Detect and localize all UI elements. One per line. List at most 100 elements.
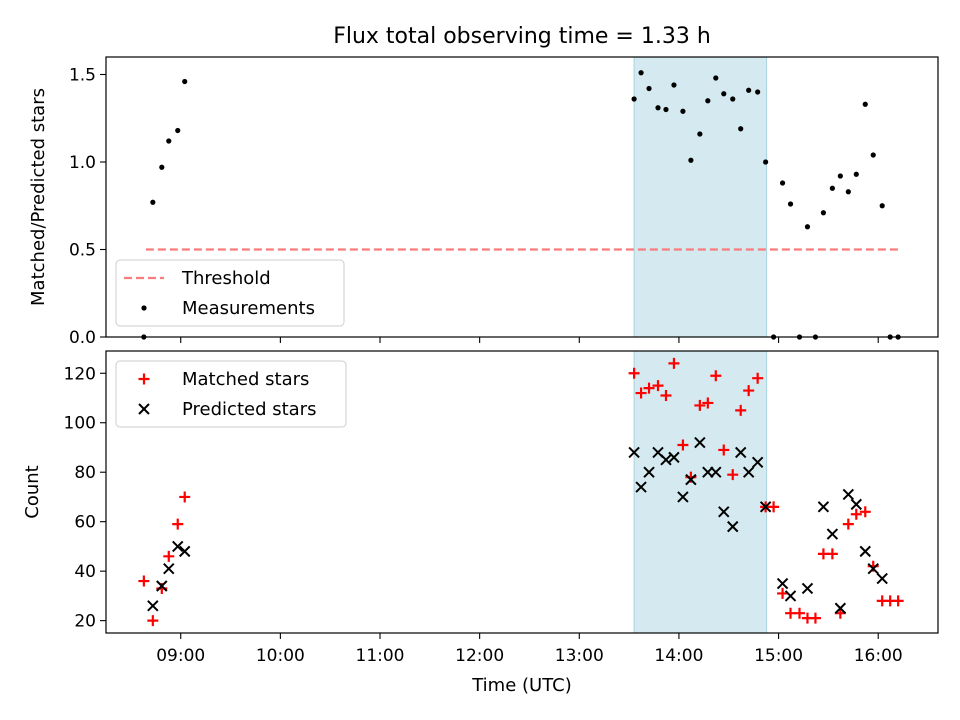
y-tick-label: 20 bbox=[74, 612, 96, 632]
predicted-point bbox=[677, 491, 689, 503]
predicted-point bbox=[727, 520, 739, 533]
measurement-point bbox=[845, 189, 851, 195]
measurement-point bbox=[853, 171, 859, 177]
predicted-point bbox=[751, 456, 764, 469]
predicted-point bbox=[172, 540, 184, 553]
legend-label: Threshold bbox=[181, 268, 271, 289]
axes-frame bbox=[105, 56, 939, 338]
measurement-point bbox=[804, 224, 811, 230]
predicted-point bbox=[876, 572, 888, 585]
legend: Matched stars Predicted stars bbox=[115, 360, 347, 428]
matched-point bbox=[768, 501, 780, 513]
legend-label: Measurements bbox=[182, 298, 315, 319]
shaded-region bbox=[633, 56, 768, 338]
measurement-point bbox=[638, 70, 644, 76]
measurement-point bbox=[663, 106, 669, 113]
predicted-point bbox=[718, 506, 730, 518]
predicted-point bbox=[660, 454, 672, 466]
measurement-point bbox=[755, 89, 761, 95]
measurement-point bbox=[175, 127, 181, 134]
predicted-point bbox=[685, 473, 697, 486]
y-tick-label: 120 bbox=[64, 364, 96, 384]
measurement-point bbox=[837, 173, 843, 179]
y-tick-label: 60 bbox=[74, 513, 96, 533]
measurement-point bbox=[779, 180, 786, 186]
predicted-point bbox=[817, 501, 830, 513]
predicted-point bbox=[643, 466, 655, 478]
measurement-point bbox=[820, 210, 827, 216]
matched-point bbox=[752, 372, 764, 384]
series-matched-stars bbox=[138, 357, 904, 627]
predicted-point bbox=[834, 602, 847, 614]
measurement-point bbox=[631, 96, 637, 102]
legend: Threshold Measurements bbox=[115, 259, 345, 327]
measurement-point bbox=[697, 131, 703, 137]
predicted-point bbox=[147, 600, 159, 612]
measurement-point bbox=[730, 96, 736, 102]
x-tick-label: 10:00 bbox=[256, 646, 305, 666]
predicted-point bbox=[826, 528, 839, 540]
matched-point bbox=[677, 439, 689, 451]
matched-point bbox=[727, 469, 739, 481]
matched-point bbox=[710, 370, 722, 382]
matched-point bbox=[660, 390, 672, 402]
legend-measurement-swatch bbox=[141, 305, 147, 311]
measurement-point bbox=[862, 101, 868, 107]
matched-point bbox=[652, 380, 664, 392]
predicted-point bbox=[156, 580, 168, 592]
predicted-point bbox=[759, 501, 772, 513]
predicted-point bbox=[801, 582, 814, 595]
measurement-point bbox=[646, 85, 652, 92]
measurement-point bbox=[671, 82, 677, 88]
predicted-point bbox=[635, 481, 647, 493]
measurement-point bbox=[705, 98, 711, 104]
matched-point bbox=[628, 367, 640, 379]
y-tick-label: 100 bbox=[64, 414, 96, 434]
matched-point bbox=[850, 508, 862, 520]
matched-point bbox=[718, 444, 730, 456]
matched-point bbox=[635, 387, 647, 399]
y-tick-label: 80 bbox=[74, 463, 96, 483]
x-tick-label: 12:00 bbox=[455, 646, 504, 666]
y-tick-label: 40 bbox=[74, 562, 96, 582]
measurement-point bbox=[829, 185, 835, 191]
matched-point bbox=[138, 575, 150, 587]
y-tick-label: 0.0 bbox=[69, 328, 96, 348]
predicted-point bbox=[859, 545, 871, 558]
matched-point bbox=[777, 587, 789, 599]
matched-point bbox=[842, 518, 854, 530]
measurement-point bbox=[150, 199, 156, 205]
measurement-point bbox=[787, 201, 794, 207]
predicted-point bbox=[179, 545, 191, 558]
series-measurements bbox=[141, 70, 901, 340]
top-panel: 0.0 0.5 1.0 1.5 Threshold Measurements bbox=[69, 56, 939, 348]
shaded-region bbox=[633, 350, 768, 634]
measurement-point bbox=[166, 138, 172, 144]
matched-point bbox=[735, 404, 747, 416]
predicted-point bbox=[694, 436, 706, 449]
matched-point bbox=[179, 491, 191, 503]
matched-point bbox=[643, 382, 655, 394]
matched-point bbox=[859, 506, 871, 518]
measurement-point bbox=[763, 159, 769, 165]
legend-box bbox=[115, 259, 345, 327]
predicted-point bbox=[163, 562, 175, 575]
measurement-point bbox=[182, 78, 188, 85]
matched-point bbox=[668, 357, 680, 369]
axes-frame bbox=[105, 350, 939, 634]
top-y-axis-label: Matched/Predicted stars bbox=[28, 88, 49, 306]
x-tick-label: 09:00 bbox=[156, 646, 205, 666]
matched-point bbox=[694, 399, 706, 411]
predicted-point bbox=[668, 451, 680, 464]
matched-point bbox=[793, 607, 805, 619]
predicted-point bbox=[628, 446, 640, 459]
measurement-point bbox=[870, 152, 876, 158]
predicted-point bbox=[867, 562, 879, 575]
predicted-point bbox=[850, 498, 863, 511]
predicted-point bbox=[710, 466, 722, 478]
x-tick-label: 16:00 bbox=[854, 646, 903, 666]
legend-predicted-swatch bbox=[138, 403, 150, 415]
measurement-point bbox=[159, 164, 165, 170]
legend-label: Matched stars bbox=[182, 369, 309, 390]
